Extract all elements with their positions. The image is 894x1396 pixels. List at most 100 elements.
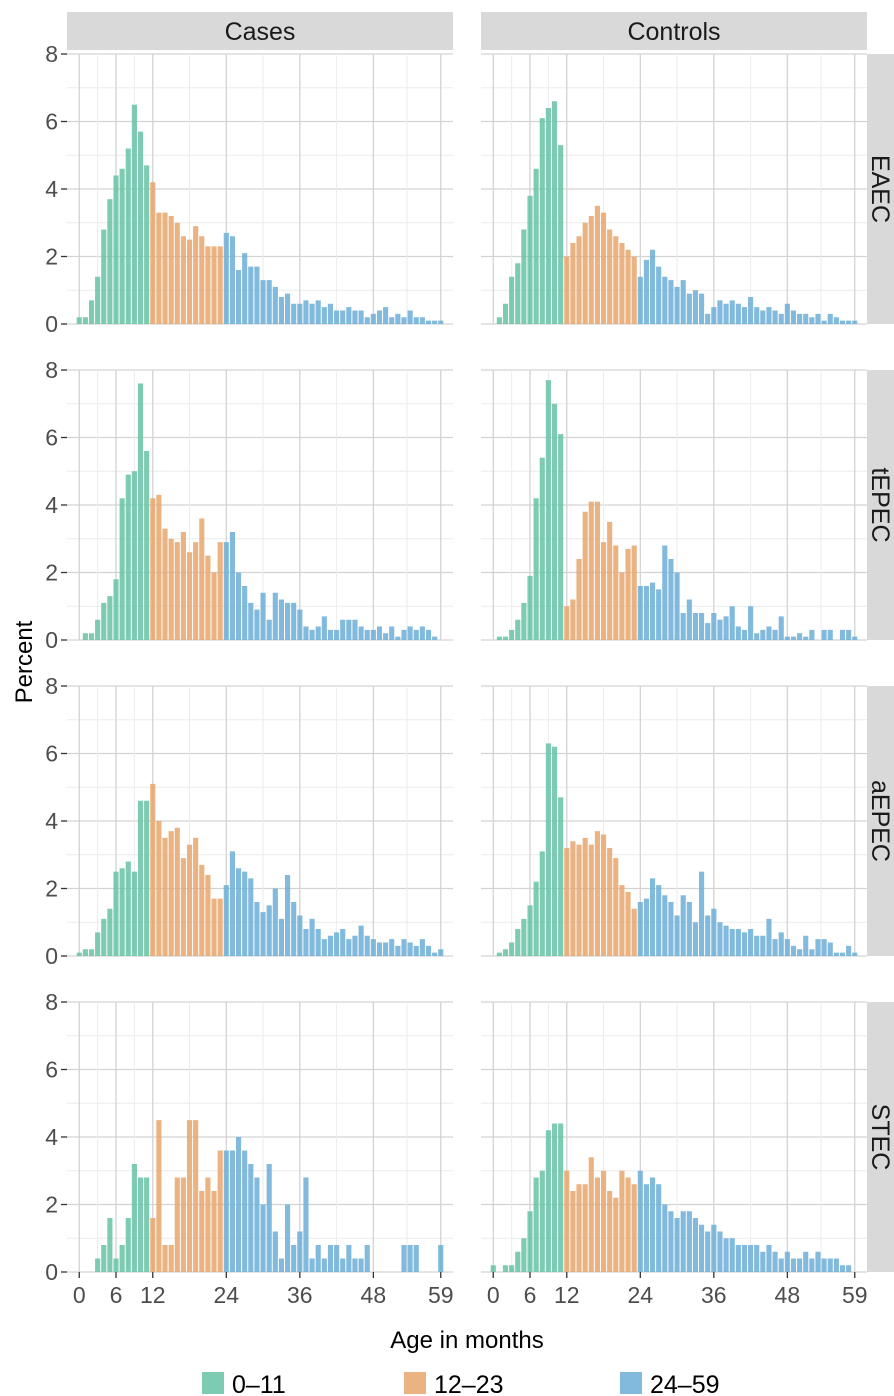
row-strip-label: aEPEC [866,780,894,862]
bar [272,592,278,640]
bar [321,307,327,324]
bar [101,918,107,956]
bar [594,501,600,640]
y-tick-label: 0 [45,1259,58,1285]
bar [168,831,174,956]
bar [107,908,113,956]
bar [607,229,613,324]
bar [346,1245,352,1272]
bar [303,929,309,956]
bar [168,1245,174,1272]
bar [193,1120,199,1272]
row-strip-stec [867,1002,894,1272]
bar [502,1265,509,1272]
bar [723,616,729,640]
bar [150,1218,156,1272]
bar [101,1245,107,1272]
bar [521,918,527,956]
bar [809,949,815,956]
legend-swatch [202,1372,224,1394]
bar [432,320,438,324]
bar [582,222,588,324]
bar [754,1245,760,1272]
bar [174,542,180,640]
bar [558,1123,564,1272]
bar [668,280,674,324]
bar [144,165,150,324]
bar [297,609,303,640]
bar [625,249,631,324]
bar [797,1258,803,1272]
bar [527,195,533,324]
bar [735,303,741,324]
bar [643,259,649,324]
bar [760,935,766,956]
bar [162,528,168,640]
bar [692,290,699,324]
bar [509,276,515,324]
bar [760,1251,766,1272]
bar [107,199,113,324]
bar [839,629,846,640]
bar [174,827,180,956]
bar [321,939,327,956]
bar [680,895,686,956]
bar [137,383,144,640]
bar [413,1245,419,1272]
bar [515,929,521,956]
bar [760,629,766,640]
column-strip-label: Cases [225,18,296,46]
bar [588,501,594,640]
panel-tepec-cases [67,369,453,641]
bar [101,602,107,640]
y-tick-label: 2 [45,560,58,586]
bar [150,783,156,956]
bar [539,851,545,956]
bar [533,881,539,956]
bar [254,902,260,956]
bar [797,313,803,324]
bar [297,1231,303,1272]
bar [803,636,809,640]
bar [570,599,576,640]
bar [564,606,570,640]
bar [772,1251,778,1272]
bar [352,935,358,956]
bar [515,1251,521,1272]
bar [162,1245,168,1272]
bar [278,918,285,956]
bar [370,313,376,324]
bar [619,885,625,956]
bar [754,307,760,324]
legend-label: 0–11 [232,1371,286,1396]
bar [662,276,668,324]
bar [168,538,174,640]
bar [131,471,137,640]
bar [346,619,352,640]
bar [229,851,235,956]
bar [211,898,217,956]
bar [217,1150,223,1272]
bar [772,310,778,324]
bar [705,623,711,640]
bar [107,1218,113,1272]
bar [784,939,790,956]
bar [656,885,662,956]
bar [643,1184,649,1272]
bar [358,925,364,956]
bar [272,888,278,956]
bar [113,175,119,324]
bar [156,1120,162,1272]
bar [303,1177,309,1272]
bar [600,834,607,956]
bar [131,871,137,956]
bar [137,1177,144,1272]
panel-aepec-controls [481,685,867,957]
bar [809,629,815,640]
bar [625,548,631,640]
bar [852,952,858,956]
bar [754,633,760,640]
bar [766,307,772,324]
bar [95,1258,101,1272]
bar [278,599,285,640]
